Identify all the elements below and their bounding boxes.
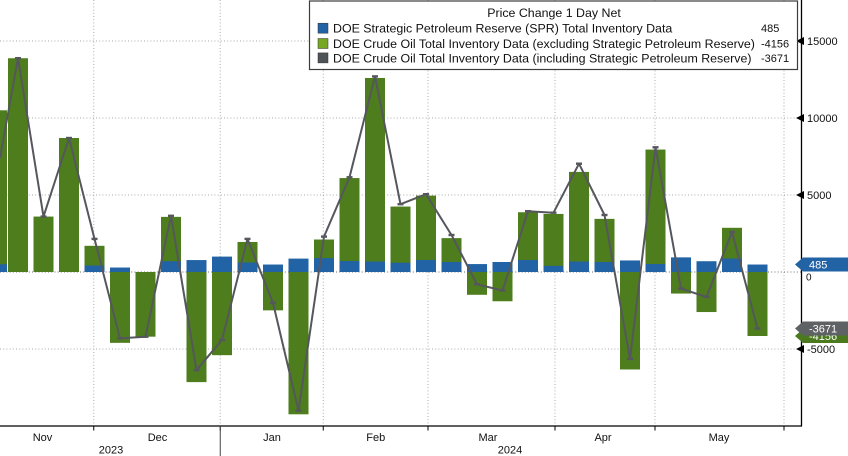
svg-text:5000: 5000 <box>807 190 831 202</box>
svg-text:0: 0 <box>806 273 812 284</box>
svg-text:485: 485 <box>809 260 827 272</box>
svg-text:DOE Crude Oil Total Inventory: DOE Crude Oil Total Inventory Data (excl… <box>333 37 755 51</box>
svg-text:-3671: -3671 <box>809 324 837 336</box>
svg-text:10000: 10000 <box>807 113 838 125</box>
svg-text:-5000: -5000 <box>807 344 835 356</box>
svg-text:485: 485 <box>761 23 779 35</box>
svg-text:15000: 15000 <box>807 36 838 48</box>
svg-text:Apr: Apr <box>594 432 611 444</box>
svg-text:DOE Crude Oil Total Inventory: DOE Crude Oil Total Inventory Data (incl… <box>333 51 751 65</box>
svg-text:Feb: Feb <box>366 432 385 444</box>
svg-text:Mar: Mar <box>479 432 498 444</box>
svg-text:Dec: Dec <box>148 432 168 444</box>
svg-text:DOE Strategic Petroleum Reserv: DOE Strategic Petroleum Reserve (SPR) To… <box>333 22 672 36</box>
svg-text:2023: 2023 <box>99 445 123 456</box>
svg-text:May: May <box>709 432 730 444</box>
svg-text:Price Change 1 Day Net: Price Change 1 Day Net <box>487 6 621 20</box>
svg-text:Jan: Jan <box>263 432 281 444</box>
svg-text:Nov: Nov <box>33 432 53 444</box>
svg-text:2024: 2024 <box>498 445 522 456</box>
svg-text:-4156: -4156 <box>761 39 789 51</box>
svg-text:-3671: -3671 <box>761 53 789 65</box>
